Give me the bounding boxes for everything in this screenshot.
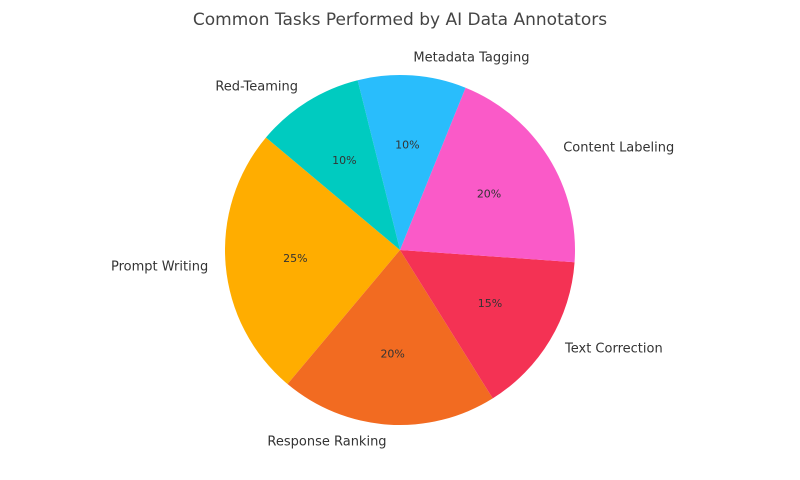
- slice-label: Prompt Writing: [111, 259, 208, 274]
- pie-slice: [400, 250, 575, 399]
- slice-label: Red-Teaming: [215, 79, 298, 94]
- pie-slice: [400, 87, 575, 263]
- slice-label: Response Ranking: [267, 435, 386, 450]
- value-label: 10%: [332, 154, 356, 167]
- pie-slice: [287, 250, 493, 425]
- pie-slice: [265, 80, 400, 251]
- chart-title: Common Tasks Performed by AI Data Annota…: [193, 10, 607, 30]
- pie-slice: [225, 137, 400, 385]
- slice-label: Text Correction: [564, 342, 663, 357]
- value-label: 25%: [283, 252, 307, 265]
- value-label: 10%: [395, 138, 419, 151]
- pie-slice: [357, 75, 466, 251]
- value-label: 20%: [380, 348, 404, 361]
- slice-label: Metadata Tagging: [413, 50, 529, 65]
- value-label: 20%: [477, 187, 501, 200]
- value-label: 15%: [478, 297, 502, 310]
- slice-label: Content Labeling: [563, 140, 674, 155]
